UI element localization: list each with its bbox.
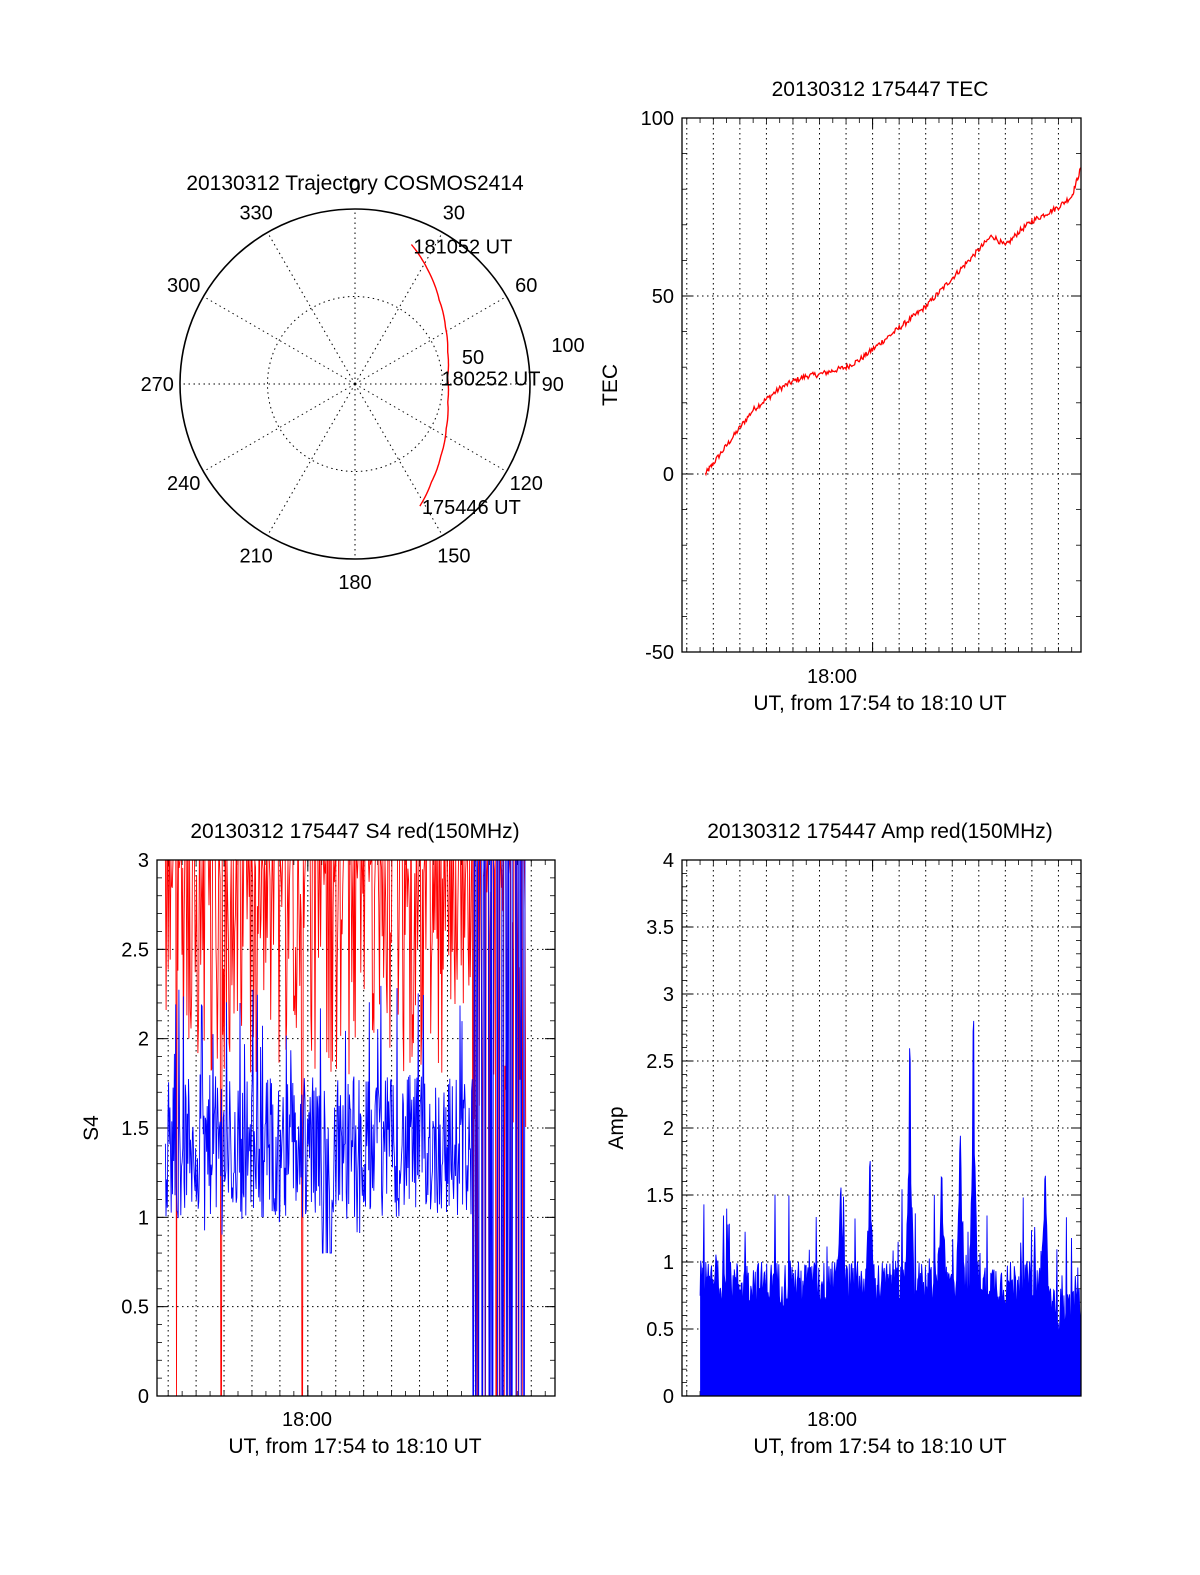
polar-angle-label: 240 bbox=[167, 473, 200, 495]
amp-frame bbox=[681, 859, 1082, 1397]
y-tick-label: 2.5 bbox=[646, 1051, 674, 1073]
polar-outer-circle bbox=[179, 208, 531, 560]
y-tick-label: 3 bbox=[138, 850, 149, 872]
y-tick-label: 1.5 bbox=[646, 1185, 674, 1207]
y-tick-label: 0 bbox=[138, 1386, 149, 1408]
s4-plot: 20130312 175447 S4 red(150MHz) 0 0.5 1 1.5 2… bbox=[80, 820, 556, 1458]
y-tick-label: 0.5 bbox=[646, 1319, 674, 1341]
amp-xtick-label: 18:00 bbox=[807, 1409, 857, 1431]
tec-series-line bbox=[704, 167, 1082, 477]
polar-spoke bbox=[354, 296, 507, 385]
tec-ylabel: TEC bbox=[599, 364, 622, 406]
trajectory-polar-plot: 20130312 Trajectory COSMOS2414 0 30 60 90 12… bbox=[141, 172, 585, 594]
amp-ylabel: Amp bbox=[605, 1106, 628, 1149]
polar-angle-label: 210 bbox=[239, 545, 272, 567]
amp-series-line bbox=[699, 1020, 1082, 1334]
polar-radius-label: 100 bbox=[551, 335, 584, 357]
amp-series-area bbox=[700, 1020, 1081, 1396]
y-tick-label: 0 bbox=[663, 464, 674, 486]
y-tick-label: 50 bbox=[652, 286, 674, 308]
polar-angle-label: 150 bbox=[437, 545, 470, 567]
polar-spoke bbox=[203, 296, 356, 385]
y-tick-label: 4 bbox=[663, 850, 674, 872]
polar-angle-label: 30 bbox=[443, 203, 465, 225]
y-tick-label: 100 bbox=[641, 108, 674, 130]
amp-plot: 20130312 175447 Amp red(150MHz) 0 0.5 1 1.5… bbox=[605, 820, 1082, 1458]
y-tick-label: 2 bbox=[138, 1029, 149, 1051]
s4-frame bbox=[156, 859, 556, 1397]
polar-radius-label: 50 bbox=[462, 347, 484, 369]
polar-spoke bbox=[267, 383, 356, 536]
y-tick-label: 1 bbox=[663, 1252, 674, 1274]
amp-xlabel: UT, from 17:54 to 18:10 UT bbox=[753, 1435, 1006, 1458]
polar-angle-label: 300 bbox=[167, 275, 200, 297]
polar-annotation: 181052 UT bbox=[413, 236, 512, 258]
polar-spoke bbox=[354, 383, 507, 472]
tec-xtick-label: 18:00 bbox=[807, 666, 857, 688]
amp-title: 20130312 175447 Amp red(150MHz) bbox=[707, 820, 1053, 843]
y-tick-label: 1 bbox=[138, 1207, 149, 1229]
tec-xlabel: UT, from 17:54 to 18:10 UT bbox=[753, 692, 1006, 715]
polar-annotation: 175446 UT bbox=[422, 497, 521, 519]
polar-angle-label: 0 bbox=[349, 176, 360, 198]
polar-angle-label: 270 bbox=[141, 374, 174, 396]
trajectory-title: 20130312 Trajectory COSMOS2414 bbox=[186, 172, 524, 195]
s4-blue-series bbox=[164, 859, 526, 1397]
y-tick-label: 3.5 bbox=[646, 917, 674, 939]
polar-inner-circle bbox=[267, 296, 443, 472]
polar-spoke bbox=[267, 232, 356, 385]
polar-angle-label: 330 bbox=[239, 203, 272, 225]
tec-frame bbox=[681, 117, 1082, 653]
s4-ylabel: S4 bbox=[80, 1115, 103, 1141]
y-tick-label: 0 bbox=[663, 1386, 674, 1408]
polar-angle-label: 90 bbox=[542, 374, 564, 396]
tec-title: 20130312 175447 TEC bbox=[772, 78, 989, 101]
polar-spoke bbox=[354, 232, 443, 385]
y-tick-label: 0.5 bbox=[121, 1297, 149, 1319]
polar-angle-label: 120 bbox=[510, 473, 543, 495]
tec-plot: 20130312 175447 TEC -50 0 50 100 18:00 UT, … bbox=[599, 78, 1082, 715]
y-tick-label: 2.5 bbox=[121, 939, 149, 961]
polar-spoke bbox=[354, 383, 443, 536]
y-tick-label: 1.5 bbox=[121, 1118, 149, 1140]
polar-angle-label: 180 bbox=[338, 572, 371, 594]
s4-xtick-label: 18:00 bbox=[282, 1409, 332, 1431]
y-tick-label: -50 bbox=[645, 642, 674, 664]
polar-angle-label: 60 bbox=[515, 275, 537, 297]
polar-spoke bbox=[203, 383, 356, 472]
y-tick-label: 2 bbox=[663, 1118, 674, 1140]
s4-title: 20130312 175447 S4 red(150MHz) bbox=[190, 820, 519, 843]
trajectory-track bbox=[410, 244, 450, 507]
y-tick-label: 3 bbox=[663, 984, 674, 1006]
polar-annotation: 180252 UT bbox=[442, 369, 541, 391]
s4-xlabel: UT, from 17:54 to 18:10 UT bbox=[228, 1435, 481, 1458]
